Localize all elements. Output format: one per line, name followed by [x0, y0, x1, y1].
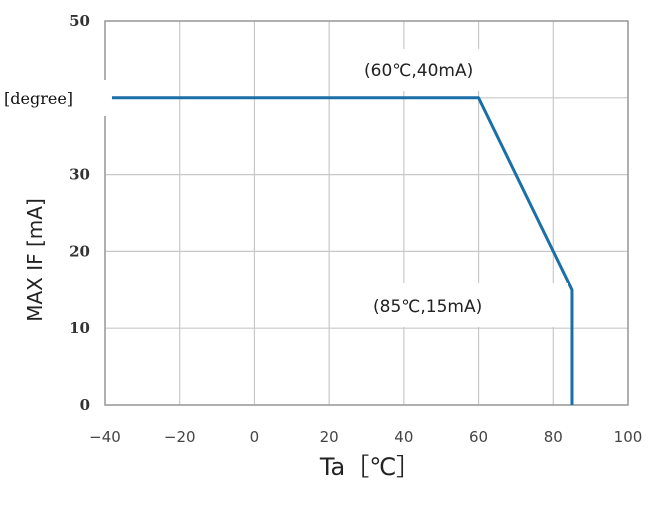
- x-axis-label: Ta［℃］: [319, 453, 420, 481]
- series-line: [105, 96, 574, 405]
- x-tick-labels: −40 −20 0 20 40 60 80 100: [89, 428, 642, 446]
- y-tick-label: 20: [69, 242, 90, 260]
- x-tick-label: 100: [614, 428, 643, 446]
- y-tick-label: 50: [69, 12, 90, 30]
- y-tick-labels: 0 10 20 30 50: [69, 12, 90, 414]
- x-tick-label: 40: [394, 428, 413, 446]
- x-tick-label: 80: [544, 428, 563, 446]
- y-tick-label: 30: [69, 166, 90, 184]
- overlay-label: [degree]: [4, 89, 73, 108]
- x-tick-label: −40: [89, 428, 121, 446]
- overlay-label-background: [0, 80, 112, 116]
- y-tick-label: 10: [69, 319, 90, 337]
- annotation-85-background: [358, 283, 568, 327]
- y-axis-label: MAX IF [mA]: [23, 198, 47, 322]
- x-tick-label: 20: [320, 428, 339, 446]
- annotation-60-background: [357, 49, 535, 91]
- annotation-85: (85℃,15mA): [373, 297, 482, 317]
- annotation-60: (60℃,40mA): [364, 61, 473, 81]
- plot-frame: [104, 20, 629, 406]
- x-tick-label: −20: [164, 428, 196, 446]
- x-tick-label: 0: [250, 428, 260, 446]
- x-tick-label: 60: [469, 428, 488, 446]
- y-tick-label: 0: [80, 396, 90, 414]
